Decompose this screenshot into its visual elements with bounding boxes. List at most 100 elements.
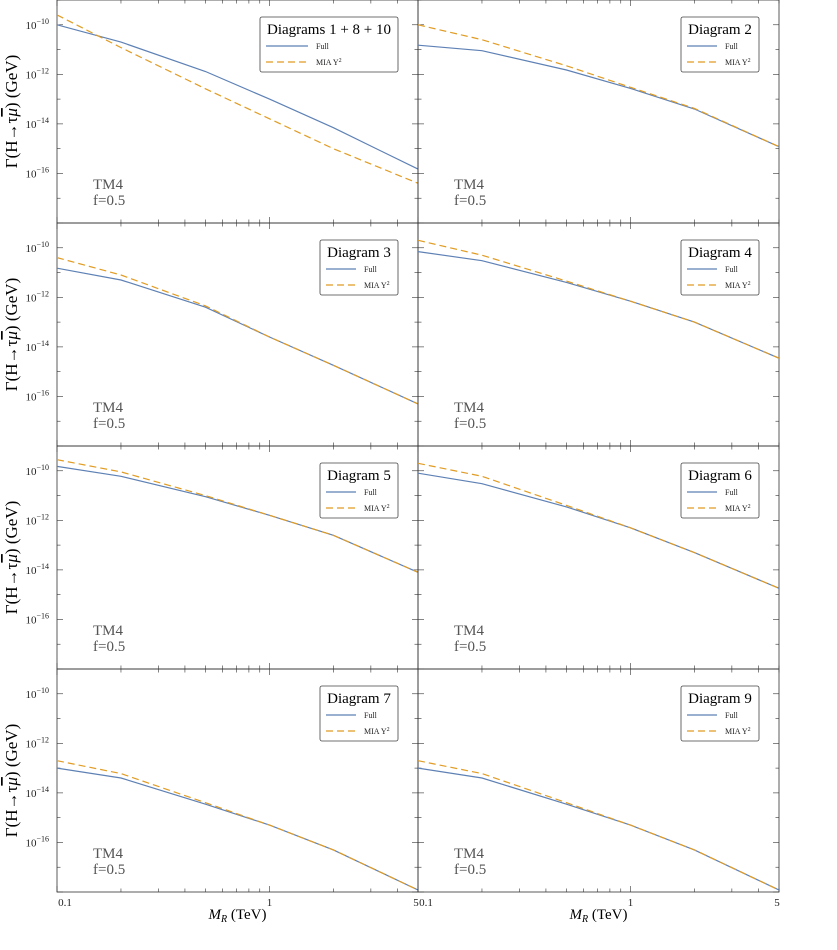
legend-title: Diagram 2	[688, 22, 752, 38]
mia-series-line	[418, 239, 779, 359]
full-series-line	[418, 472, 779, 589]
legend-full-label: Full	[364, 711, 378, 720]
full-series-line	[418, 44, 779, 148]
model-label: TM4	[93, 623, 124, 639]
legend-box	[259, 16, 399, 73]
x-tick-label: 5	[413, 897, 419, 909]
f-label: f=0.5	[93, 193, 125, 209]
f-label: f=0.5	[93, 416, 125, 432]
model-label: TM4	[93, 400, 124, 416]
f-label: f=0.5	[454, 639, 486, 655]
legend-mia-label: MIA Y2	[725, 504, 751, 513]
legend-box	[680, 16, 760, 73]
panel-1: 10−10 10−12 10−14 10−16 Γ(H→τμ) (GeV) TM4f=0.…	[2, 0, 419, 224]
legend: Diagrams 1 + 8 + 10 Full MIA Y2	[259, 16, 399, 73]
y-axis-label: Γ(H→τμ) (GeV)	[2, 724, 21, 838]
model-label: TM4	[454, 623, 485, 639]
legend: Diagram 7 Full MIA Y2	[319, 685, 399, 742]
full-series-line	[418, 767, 779, 891]
legend-full-label: Full	[364, 265, 378, 274]
y-tick-label: 10−16	[25, 388, 49, 403]
legend-mia-label: MIA Y2	[725, 58, 751, 67]
legend-full-label: Full	[725, 711, 739, 720]
legend-title: Diagram 5	[327, 468, 391, 484]
y-tick-label: 10−16	[25, 165, 49, 180]
f-label: f=0.5	[93, 639, 125, 655]
y-tick-label: 10−10	[25, 240, 49, 255]
f-label: f=0.5	[93, 862, 125, 878]
legend-full-label: Full	[364, 488, 378, 497]
y-tick-label: 10−10	[25, 686, 49, 701]
mia-series-line	[57, 14, 418, 184]
legend-mia-label: MIA Y2	[316, 58, 342, 67]
y-tick-label: 10−10	[25, 463, 49, 478]
mia-series-line	[57, 459, 418, 573]
legend-full-label: Full	[725, 42, 739, 51]
model-label: TM4	[93, 177, 124, 193]
legend-title: Diagram 6	[688, 468, 752, 484]
panel-7: 10−10 10−12 10−14 10−16 Γ(H→τμ) (GeV) 0.1 1 5 MR…	[2, 668, 419, 925]
legend-box	[319, 685, 399, 742]
y-tick-label: 10−16	[25, 834, 49, 849]
legend-box	[319, 239, 399, 296]
legend-box	[680, 685, 760, 742]
legend: Diagram 2 Full MIA Y2	[680, 16, 760, 73]
legend-title: Diagrams 1 + 8 + 10	[267, 22, 391, 38]
legend-mia-label: MIA Y2	[364, 281, 390, 290]
full-series-line	[57, 24, 418, 170]
f-label: f=0.5	[454, 193, 486, 209]
model-label: TM4	[454, 177, 485, 193]
y-tick-label: 10−12	[25, 289, 49, 304]
legend-title: Diagram 4	[688, 245, 752, 261]
legend: Diagram 3 Full MIA Y2	[319, 239, 399, 296]
mia-series-line	[418, 24, 779, 148]
mia-series-line	[418, 760, 779, 891]
legend-mia-label: MIA Y2	[364, 727, 390, 736]
y-tick-label: 10−14	[25, 339, 49, 354]
y-tick-label: 10−14	[25, 116, 49, 131]
f-label: f=0.5	[454, 416, 486, 432]
y-tick-label: 10−14	[25, 562, 49, 577]
model-label: TM4	[454, 400, 485, 416]
legend-full-label: Full	[725, 488, 739, 497]
legend: Diagram 6 Full MIA Y2	[680, 462, 760, 519]
legend: Diagram 9 Full MIA Y2	[680, 685, 760, 742]
legend-box	[680, 239, 760, 296]
mia-series-line	[57, 760, 418, 891]
y-axis-label: Γ(H→τμ) (GeV)	[2, 278, 21, 392]
y-axis-label: Γ(H→τμ) (GeV)	[2, 55, 21, 169]
y-tick-label: 10−10	[25, 17, 49, 32]
y-tick-label: 10−16	[25, 611, 49, 626]
x-axis-label: MR (TeV)	[569, 907, 628, 925]
legend-box	[680, 462, 760, 519]
legend-full-label: Full	[725, 265, 739, 274]
legend-full-label: Full	[316, 42, 330, 51]
y-axis-label: Γ(H→τμ) (GeV)	[2, 501, 21, 615]
x-tick-label: 0.1	[58, 897, 72, 909]
x-tick-label: 0.1	[419, 897, 433, 909]
panel-frame	[417, 668, 780, 893]
legend-title: Diagram 7	[327, 691, 391, 707]
legend-box	[319, 462, 399, 519]
mia-series-line	[57, 257, 418, 405]
x-tick-label: 5	[774, 897, 780, 909]
x-tick-label: 1	[267, 897, 273, 909]
x-tick-label: 1	[628, 897, 634, 909]
legend-mia-label: MIA Y2	[364, 504, 390, 513]
full-series-line	[57, 767, 418, 891]
panel-5: 10−10 10−12 10−14 10−16 Γ(H→τμ) (GeV) TM4f=0.…	[2, 445, 419, 670]
y-tick-label: 10−12	[25, 66, 49, 81]
legend-mia-label: MIA Y2	[725, 281, 751, 290]
y-tick-label: 10−12	[25, 735, 49, 750]
panel-3: 10−10 10−12 10−14 10−16 Γ(H→τμ) (GeV) TM4f=0.…	[2, 222, 419, 447]
model-label: TM4	[454, 846, 485, 862]
model-label: TM4	[93, 846, 124, 862]
y-tick-label: 10−12	[25, 512, 49, 527]
legend-title: Diagram 3	[327, 245, 391, 261]
legend: Diagram 4 Full MIA Y2	[680, 239, 760, 296]
legend: Diagram 5 Full MIA Y2	[319, 462, 399, 519]
